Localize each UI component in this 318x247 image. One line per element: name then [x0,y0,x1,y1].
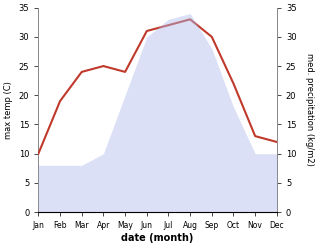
Y-axis label: max temp (C): max temp (C) [4,81,13,139]
Y-axis label: med. precipitation (kg/m2): med. precipitation (kg/m2) [305,53,314,166]
X-axis label: date (month): date (month) [121,233,194,243]
